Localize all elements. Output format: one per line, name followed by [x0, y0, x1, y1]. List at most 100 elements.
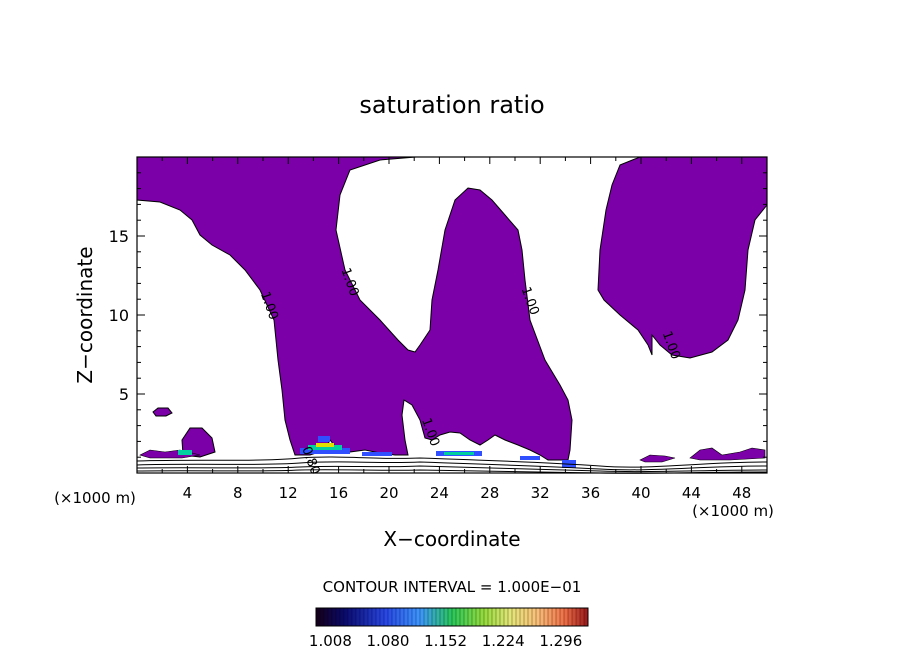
colorbar-swatch: [371, 607, 377, 627]
colorbar-swatch: [363, 607, 369, 627]
colorbar-swatch: [327, 607, 333, 627]
colorbar-swatch: [375, 607, 381, 627]
colorbar-swatch: [459, 607, 465, 627]
colorbar-swatch: [435, 607, 441, 627]
colorbar-swatch: [439, 607, 445, 627]
colorbar-swatch: [403, 607, 409, 627]
colorbar-swatch: [571, 607, 577, 627]
x-axis-ticks: 4 8 12 16 20 24 28 32 36 40 44 48: [161, 157, 751, 502]
x-axis-label: X−coordinate: [383, 527, 520, 551]
colorbar-swatch: [467, 607, 473, 627]
colorbar-swatch: [555, 607, 561, 627]
colorbar-swatch: [347, 607, 353, 627]
x-tick-label: 4: [183, 484, 193, 502]
colorbar-swatch: [331, 607, 337, 627]
colorbar-swatch: [535, 607, 541, 627]
colorbar-swatch: [503, 607, 509, 627]
colorbar-swatch: [399, 607, 405, 627]
colorbar-swatch: [379, 607, 385, 627]
colorbar-swatch: [315, 607, 321, 627]
colorbar-swatch: [471, 607, 477, 627]
colorbar-swatch: [463, 607, 469, 627]
y-axis-ticks: 5 10 15: [109, 172, 767, 458]
colorbar-swatch: [339, 607, 345, 627]
colorbar-swatch: [411, 607, 417, 627]
colorbar-swatch: [391, 607, 397, 627]
colorbar-frame: [315, 607, 589, 627]
colorbar-swatch: [483, 607, 489, 627]
x-tick-label: 40: [631, 484, 650, 502]
colorbar-swatch: [567, 607, 573, 627]
colorbar-tick-label: 1.296: [539, 632, 582, 650]
supersaturated-region-left: [136, 156, 573, 461]
colorbar-swatch: [431, 607, 437, 627]
y-tick-label: 5: [119, 385, 129, 404]
colorbar-tick-label: 1.008: [309, 632, 352, 650]
x-tick-label: 28: [480, 484, 499, 502]
colorbar-swatch: [443, 607, 449, 627]
colorbar-swatch: [475, 607, 481, 627]
low-level-band-mid: [639, 454, 676, 463]
supersaturated-blob-tiny: [152, 407, 173, 417]
colorbar-swatch: [351, 607, 357, 627]
colorbar-tick-label: 1.152: [424, 632, 467, 650]
colorbar-swatch: [523, 607, 529, 627]
colorbar-swatch: [527, 607, 533, 627]
colorbar-swatch: [447, 607, 453, 627]
colorbar-swatch: [479, 607, 485, 627]
y-axis-label: Z−coordinate: [73, 246, 97, 383]
colorbar-labels: 1.008 1.080 1.152 1.224 1.296: [309, 632, 582, 650]
y-tick-label: 15: [109, 227, 129, 246]
colorbar-swatch: [419, 607, 425, 627]
plot-area: 1.001.001.001.001.000.80: [136, 156, 768, 477]
colorbar-swatch: [451, 607, 457, 627]
colorbar-tick-label: 1.224: [482, 632, 525, 650]
colorbar-swatch: [323, 607, 329, 627]
contour-interval-text: CONTOUR INTERVAL = 1.000E−01: [323, 578, 582, 596]
colorbar-swatch: [491, 607, 497, 627]
x-tick-label: 24: [430, 484, 449, 502]
x-unit-label-right: (×1000 m): [692, 502, 774, 520]
x-tick-label: 16: [329, 484, 348, 502]
colorbar-swatch: [515, 607, 521, 627]
colorbar-swatch: [335, 607, 341, 627]
x-tick-label: 8: [233, 484, 243, 502]
x-tick-label: 32: [531, 484, 550, 502]
colorbar: [315, 607, 589, 627]
colorbar-swatch: [511, 607, 517, 627]
colorbar-swatch: [531, 607, 537, 627]
colorbar-swatch: [579, 607, 585, 627]
colorbar-swatch: [387, 607, 393, 627]
x-tick-label: 48: [732, 484, 751, 502]
x-unit-label-left: (×1000 m): [54, 489, 136, 507]
colorbar-swatch: [519, 607, 525, 627]
colorbar-swatch: [539, 607, 545, 627]
colorbar-swatch: [575, 607, 581, 627]
supersaturated-region-right: [597, 156, 768, 359]
colorbar-swatch: [551, 607, 557, 627]
colorbar-swatch: [495, 607, 501, 627]
colorbar-swatch: [487, 607, 493, 627]
chart-title: saturation ratio: [359, 91, 544, 119]
colorbar-swatch: [455, 607, 461, 627]
colorbar-swatch: [547, 607, 553, 627]
colorbar-swatch: [507, 607, 513, 627]
colorbar-swatch: [427, 607, 433, 627]
x-tick-label: 36: [581, 484, 600, 502]
colorbar-swatch: [395, 607, 401, 627]
colorbar-swatch: [407, 607, 413, 627]
low-level-contours: [136, 456, 768, 474]
x-tick-label: 44: [682, 484, 701, 502]
x-tick-label: 12: [279, 484, 298, 502]
colorbar-swatch: [559, 607, 565, 627]
colorbar-swatch: [415, 607, 421, 627]
colorbar-swatch: [343, 607, 349, 627]
colorbar-swatch: [383, 607, 389, 627]
colorbar-swatch: [543, 607, 549, 627]
colorbar-swatch: [563, 607, 569, 627]
x-tick-label: 20: [379, 484, 398, 502]
colorbar-swatch: [355, 607, 361, 627]
colorbar-swatch: [423, 607, 429, 627]
colorbar-swatch: [359, 607, 365, 627]
